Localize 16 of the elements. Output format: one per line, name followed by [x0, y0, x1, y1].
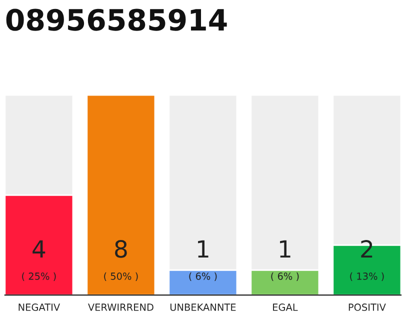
annotation: ( 25% ) — [22, 272, 56, 282]
bar — [86, 95, 156, 296]
annotation: ( 6% ) — [271, 272, 299, 282]
annotation: ( 13% ) — [350, 272, 384, 282]
x-tick-label: POSITIV — [348, 304, 386, 311]
chart-title: 08956585914 — [6, 8, 227, 31]
x-tick-label: UNBEKANNTE — [170, 304, 236, 311]
x-tick-label: EGAL — [273, 304, 298, 311]
x-tick-label: NEGATIV — [18, 304, 60, 311]
annotation: ( 50% ) — [104, 272, 138, 282]
x-tick-label: VERWIRREND — [88, 304, 154, 311]
data-label: 8 — [115, 240, 127, 258]
annotation: ( 6% ) — [189, 272, 217, 282]
data-label: 1 — [198, 240, 208, 258]
data-label: 4 — [32, 240, 46, 258]
data-label: 1 — [280, 240, 290, 258]
